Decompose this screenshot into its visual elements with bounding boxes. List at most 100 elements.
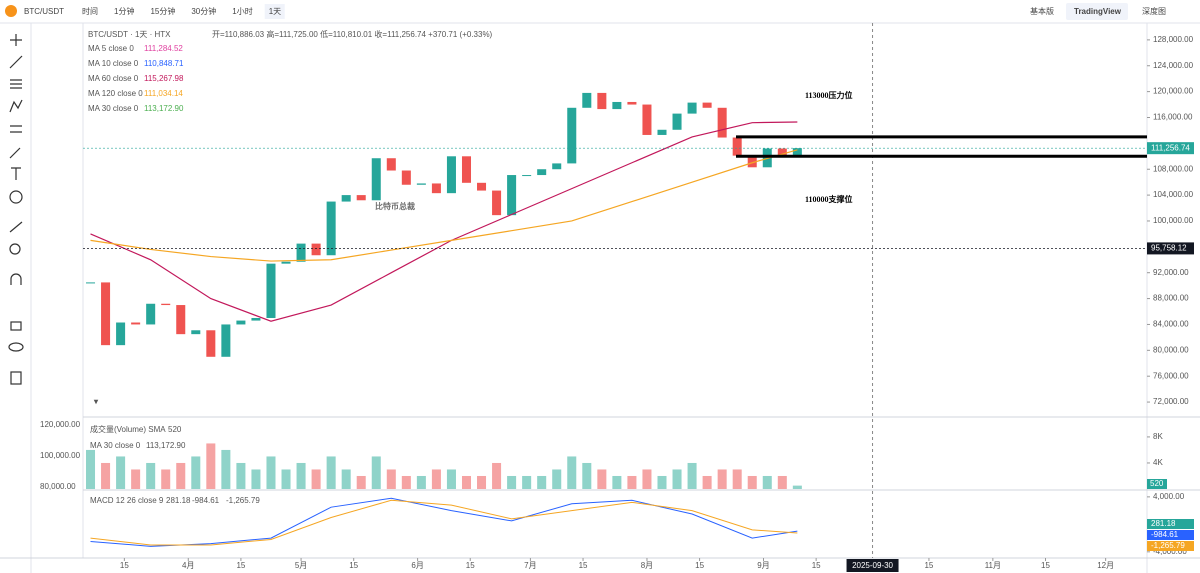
volume-bar [431, 469, 441, 489]
volume-bar [206, 443, 216, 489]
date-badge-label: 2025-09-30 [852, 561, 893, 570]
tool-fib[interactable] [10, 79, 22, 89]
candle [747, 155, 757, 168]
volume-bar [702, 475, 712, 489]
interval[interactable]: 时间 [82, 6, 98, 16]
ma-legend: MA 120 close 0 [88, 89, 143, 98]
left-axis-label: 120,000.00 [40, 420, 81, 429]
view-tab[interactable]: TradingView [1074, 7, 1122, 16]
volume-ma-legend: MA 30 close 0 [90, 441, 141, 450]
candle [567, 107, 577, 164]
interval[interactable]: 1天 [269, 7, 281, 16]
y-tick-label: 80,000.00 [1153, 345, 1189, 354]
candle [221, 324, 231, 357]
y-tick-label: 128,000.00 [1153, 35, 1194, 44]
y-tick-label: 72,000.00 [1153, 397, 1189, 406]
volume-bar [552, 469, 562, 489]
x-tick-label: 15 [924, 561, 933, 570]
volume-bar [401, 475, 411, 489]
candle [507, 175, 517, 216]
volume-bar [657, 475, 667, 489]
candle [371, 158, 381, 201]
candle [251, 317, 261, 321]
y-tick-label: 76,000.00 [1153, 371, 1189, 380]
candle [431, 183, 441, 194]
volume-badge-label: 520 [1150, 479, 1164, 488]
macd-value: -984.61 [192, 496, 220, 505]
tool-ruler[interactable] [9, 221, 23, 233]
candle [131, 322, 141, 325]
candle [356, 195, 366, 201]
y-tick-label: 4K [1153, 458, 1163, 467]
candle [281, 261, 291, 264]
candle [101, 282, 111, 346]
price-badge [1147, 142, 1194, 155]
candle [341, 195, 351, 202]
volume-bar [477, 475, 487, 489]
x-tick-label: 5月 [295, 561, 307, 570]
candle [657, 129, 667, 135]
tool-text[interactable] [11, 167, 21, 180]
candle [552, 163, 562, 170]
tool-line[interactable] [9, 55, 23, 69]
tool-zoom[interactable] [9, 243, 21, 255]
price-badge-label: 95,758.12 [1151, 244, 1187, 253]
volume-bar [161, 469, 171, 489]
candle [627, 101, 637, 105]
ma-value: 115,267.98 [144, 74, 184, 83]
candle [732, 137, 742, 156]
tool-emoji[interactable] [9, 190, 23, 204]
tool-magnet[interactable] [10, 273, 22, 285]
x-tick-label: 12月 [1097, 561, 1114, 570]
x-tick-label: 15 [695, 561, 704, 570]
ma-legend: MA 60 close 0 [88, 74, 139, 83]
chart-title: BTC/USDT · 1天 · HTX [88, 30, 171, 39]
volume-bar [732, 469, 742, 489]
tool-lock[interactable] [10, 321, 22, 331]
volume-bar [281, 469, 291, 489]
x-tick-label: 4月 [182, 561, 194, 570]
tool-brush[interactable] [9, 147, 21, 159]
volume-badge [1147, 479, 1167, 489]
macd-badge [1147, 530, 1194, 540]
side-tools[interactable] [8, 34, 24, 385]
volume-bar [251, 469, 261, 489]
volume-bar [582, 462, 592, 489]
volume-bar [507, 475, 517, 489]
candle [461, 156, 472, 183]
view-tab[interactable]: 基本版 [1030, 6, 1054, 16]
x-tick-label: 15 [466, 561, 475, 570]
interval[interactable]: 15分钟 [150, 6, 175, 16]
y-tick-label: 84,000.00 [1153, 320, 1189, 329]
view-tab[interactable]: 深度图 [1142, 6, 1166, 16]
volume-bar [236, 462, 246, 489]
macd-badge-label: -1,265.79 [1151, 541, 1185, 550]
active-view-bg [1066, 3, 1128, 20]
tool-trash[interactable] [10, 371, 22, 385]
volume-bar [672, 469, 682, 489]
interval[interactable]: 30分钟 [191, 6, 216, 16]
interval[interactable]: 1小时 [232, 6, 252, 16]
symbol[interactable]: BTC/USDT [24, 7, 64, 16]
volume-bar [86, 449, 96, 489]
level-label: 110000支撑位 [805, 194, 853, 204]
candle [612, 101, 622, 110]
tool-cross[interactable] [10, 34, 22, 46]
candle [687, 102, 697, 114]
tool-measure[interactable] [10, 125, 22, 133]
x-tick-label: 8月 [641, 561, 653, 570]
x-tick-label: 15 [1041, 561, 1050, 570]
ma-line [90, 149, 798, 262]
tool-pattern[interactable] [9, 99, 23, 113]
tv-logo: ▾ [93, 397, 99, 406]
interval[interactable]: 1分钟 [114, 6, 134, 16]
candle [326, 201, 336, 256]
volume-ma-value: 113,172.90 [146, 441, 186, 450]
volume-bar [446, 469, 456, 489]
tool-eye[interactable] [8, 342, 24, 352]
volume-bar [326, 456, 336, 489]
volume-legend: 成交量(Volume) SMA [90, 424, 166, 434]
volume-bar [747, 475, 757, 489]
volume-bar [461, 475, 472, 489]
